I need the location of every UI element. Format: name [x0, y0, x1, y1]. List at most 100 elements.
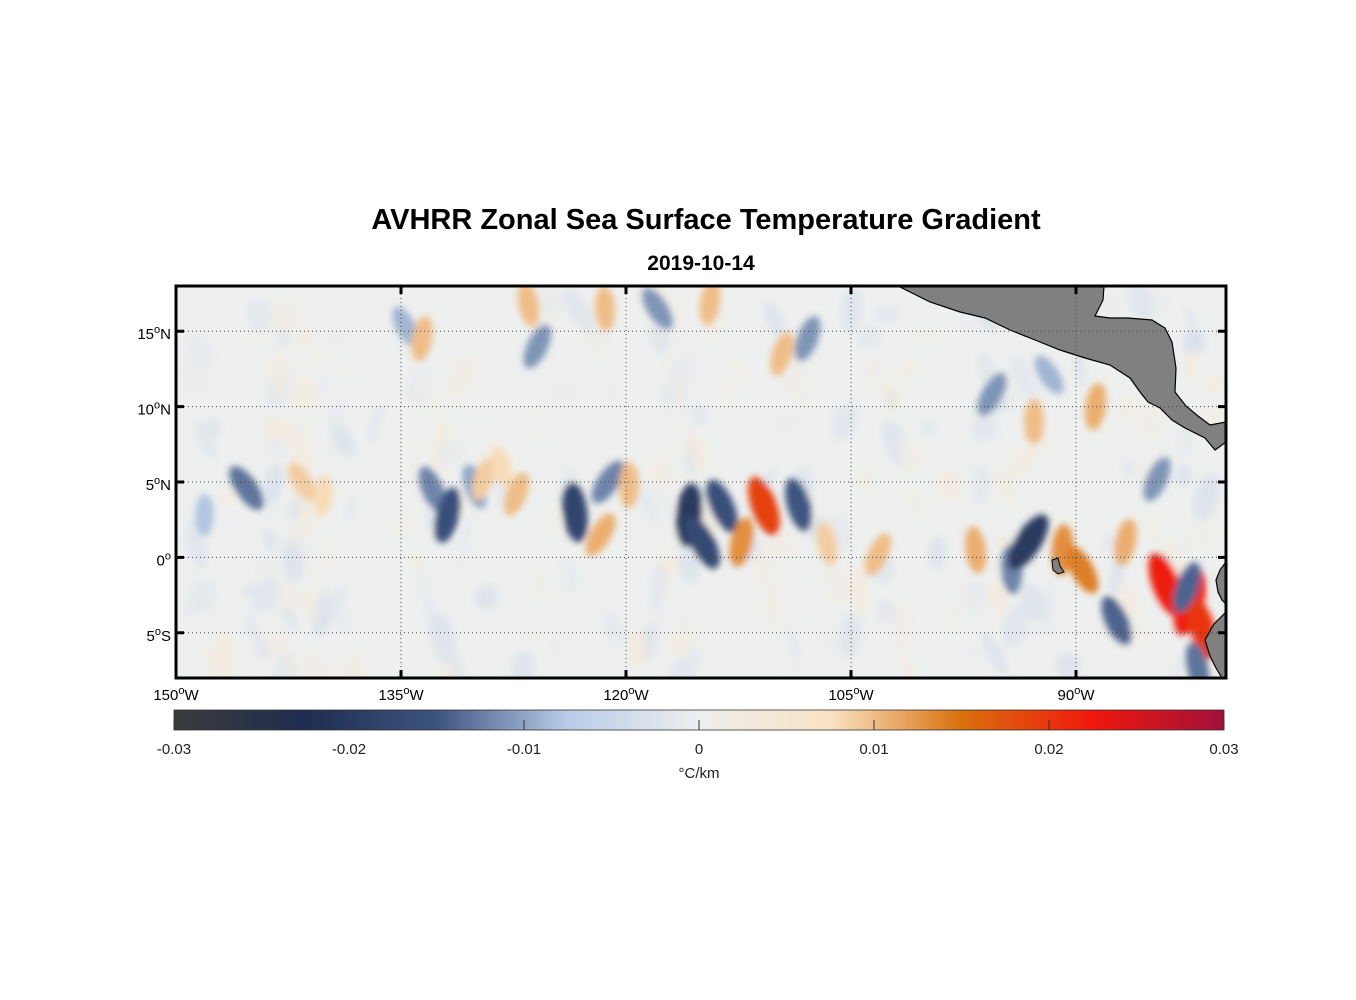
background-anomaly [444, 354, 476, 401]
background-anomaly [1174, 465, 1193, 488]
background-anomaly [669, 655, 696, 678]
background-anomaly [262, 463, 284, 505]
background-anomaly [265, 437, 286, 457]
gradient-field [176, 286, 1226, 678]
negative-gradient-feature [1173, 562, 1201, 613]
colorbar-tick-label: 0 [695, 741, 703, 758]
background-anomaly [561, 559, 580, 596]
background-anomaly [1181, 331, 1207, 355]
background-anomaly [187, 334, 214, 371]
background-anomaly [435, 440, 462, 465]
positive-gradient-feature [313, 474, 333, 517]
background-anomaly [281, 536, 304, 584]
background-anomaly [668, 357, 690, 387]
background-anomaly [840, 287, 863, 333]
colorbar-tick-label: -0.01 [507, 741, 541, 758]
south-america-coast-lower [1204, 611, 1226, 678]
positive-gradient-feature [1084, 382, 1107, 431]
background-anomaly [880, 378, 900, 412]
background-anomaly [430, 613, 456, 665]
background-anomaly [763, 302, 786, 338]
positive-gradient-feature [964, 526, 987, 574]
colorbar-tick-label: -0.02 [332, 741, 366, 758]
background-anomaly [275, 629, 299, 677]
background-anomaly [771, 415, 798, 438]
background-anomaly [214, 630, 234, 675]
background-anomaly [265, 634, 277, 664]
background-anomaly [856, 629, 877, 667]
background-anomaly [920, 418, 938, 437]
background-anomaly [857, 325, 882, 349]
background-anomaly [824, 565, 851, 606]
lon-tick-label: 135oW [378, 685, 424, 704]
background-anomaly [831, 401, 859, 442]
positive-gradient-feature [287, 462, 317, 502]
background-anomaly [541, 287, 565, 319]
background-anomaly [953, 347, 975, 395]
negative-gradient-feature [392, 306, 419, 347]
background-anomaly [664, 633, 692, 658]
background-anomaly [624, 512, 651, 548]
background-anomaly [1019, 583, 1047, 621]
background-anomaly [206, 417, 222, 438]
background-anomaly [777, 609, 795, 631]
background-anomaly [535, 396, 562, 444]
background-anomaly [1148, 286, 1167, 312]
background-anomaly [688, 403, 708, 426]
background-anomaly [648, 564, 668, 612]
positive-gradient-feature [748, 476, 780, 536]
background-anomaly [1126, 622, 1149, 642]
negative-gradient-feature [685, 515, 720, 569]
lat-tick-label: 5oN [146, 475, 171, 494]
land-masses [897, 286, 1226, 678]
background-anomaly [875, 599, 898, 625]
background-anomaly [279, 580, 302, 615]
background-anomaly [262, 415, 291, 442]
background-anomaly [927, 536, 947, 569]
colorbar-unit-label: °C/km [679, 765, 720, 782]
lat-tick-label: 5oS [147, 626, 171, 645]
colorbar-tick-label: 0.01 [859, 741, 888, 758]
lon-tick-label: 90oW [1058, 685, 1096, 704]
background-anomaly [1008, 354, 1039, 401]
chart-date-subtitle: 2019-10-14 [647, 252, 755, 275]
background-anomaly [295, 305, 320, 333]
background-anomaly [301, 654, 332, 678]
background-anomaly [995, 534, 1008, 551]
negative-gradient-feature [785, 477, 812, 532]
background-anomaly [763, 585, 779, 627]
negative-gradient-feature [642, 287, 673, 330]
background-anomaly [291, 355, 317, 394]
background-anomaly [254, 534, 283, 583]
background-anomaly [528, 575, 548, 600]
background-anomaly [361, 331, 382, 354]
background-anomaly [1012, 610, 1031, 643]
positive-gradient-feature [1114, 518, 1137, 566]
positive-gradient-feature [816, 522, 838, 566]
background-anomaly [315, 371, 330, 396]
background-anomaly [475, 584, 498, 611]
background-anomaly [899, 650, 916, 678]
background-anomaly [838, 612, 862, 659]
positive-gradient-feature [618, 462, 640, 509]
background-anomaly [993, 469, 1017, 505]
background-anomaly [223, 561, 248, 594]
background-anomaly [935, 469, 963, 501]
negative-gradient-feature [1007, 514, 1049, 571]
background-anomaly [1206, 289, 1226, 333]
background-anomaly [808, 513, 826, 542]
background-anomaly [287, 419, 314, 442]
background-anomaly [1128, 286, 1155, 324]
positive-gradient-feature [594, 286, 616, 332]
negative-gradient-feature [794, 316, 821, 362]
negative-gradient-feature [1034, 355, 1064, 395]
negative-gradient-feature [706, 479, 738, 533]
background-anomaly [897, 428, 924, 477]
negative-gradient-feature [1185, 642, 1210, 678]
background-anomaly [1101, 534, 1116, 552]
background-anomaly [781, 352, 809, 403]
lon-tick-label: 120oW [603, 685, 649, 704]
background-anomaly [328, 330, 346, 347]
positive-gradient-feature [864, 533, 892, 576]
